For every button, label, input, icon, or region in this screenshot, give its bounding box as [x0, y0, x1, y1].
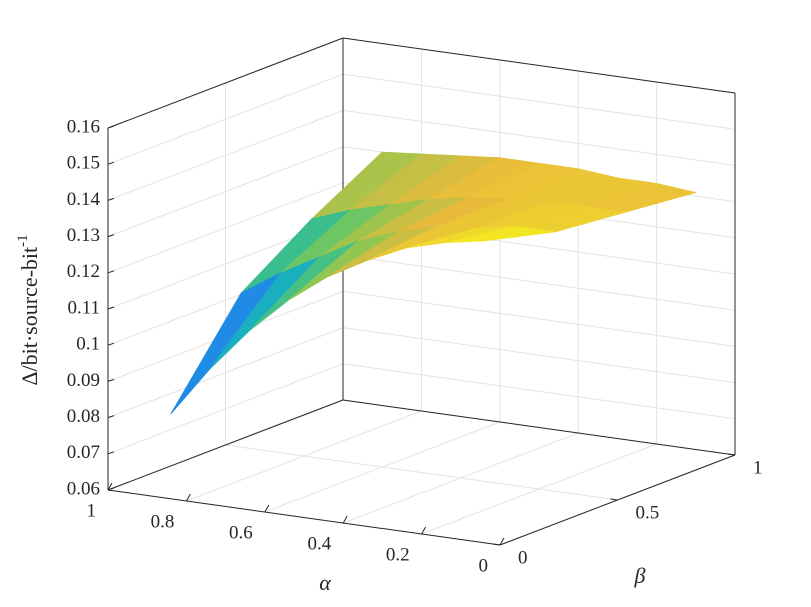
y-axis-label: β: [634, 563, 646, 588]
z-axis-label: Δ/bit·source-bit-1: [15, 234, 42, 385]
z-tick-label: 0.16: [67, 116, 100, 137]
box-edge: [107, 37, 344, 129]
box-edge: [107, 489, 501, 546]
z-tick: [107, 342, 115, 346]
z-label-superscript: -1: [15, 234, 31, 247]
y-tick-label: 0.5: [636, 502, 660, 523]
x-tick: [264, 504, 270, 513]
x-tick-label: 0.2: [386, 544, 410, 565]
z-grid-line: [342, 327, 736, 384]
z-tick-label: 0.12: [67, 261, 100, 282]
z-tick: [107, 197, 115, 201]
z-tick: [107, 125, 115, 129]
z-tick-label: 0.09: [67, 370, 100, 391]
z-tick: [107, 451, 115, 455]
z-tick-label: 0.07: [67, 442, 100, 463]
z-tick-label: 0.13: [67, 225, 100, 246]
z-tick-label: 0.1: [76, 334, 100, 355]
box-edge: [342, 37, 736, 94]
z-tick: [107, 270, 115, 274]
y-grid-line: [225, 444, 618, 501]
z-tick-label: 0.08: [67, 406, 100, 427]
z-tick: [107, 161, 115, 165]
z-tick-label: 0.11: [67, 297, 100, 318]
z-tick: [107, 306, 115, 310]
y-tick: [492, 543, 501, 546]
x-tick-label: 0.8: [151, 511, 175, 532]
z-grid-line: [342, 290, 736, 347]
x-tick: [107, 482, 113, 491]
x-tick-label: 0: [479, 555, 489, 576]
box-edge: [342, 399, 736, 456]
x-tick-label: 0.6: [229, 522, 253, 543]
y-tick-label: 1: [753, 457, 763, 478]
z-grid-line: [342, 254, 736, 311]
x-tick: [421, 526, 427, 535]
y-tick-label: 0: [518, 547, 528, 568]
z-grid-line: [342, 109, 736, 166]
x-tick: [185, 493, 191, 502]
z-grid-line: [342, 73, 736, 130]
z-label-text: Δ/bit·source-bit: [17, 247, 42, 386]
z-tick: [107, 415, 115, 419]
box-edge: [107, 399, 344, 491]
y-tick: [610, 498, 618, 501]
z-tick: [107, 234, 115, 238]
x-tick: [499, 537, 505, 546]
x-tick-label: 0.4: [307, 533, 331, 554]
y-tick: [727, 453, 736, 456]
z-tick-label: 0.06: [67, 478, 100, 499]
z-tick: [107, 378, 115, 382]
z-tick-label: 0.14: [67, 189, 101, 210]
x-axis-label: α: [319, 570, 331, 595]
x-tick: [342, 515, 348, 524]
z-tick-label: 0.15: [67, 153, 100, 174]
x-tick-label: 1: [87, 500, 97, 521]
surface-patch: [445, 226, 555, 244]
z-tick: [107, 487, 115, 491]
z-grid-line: [342, 363, 736, 420]
